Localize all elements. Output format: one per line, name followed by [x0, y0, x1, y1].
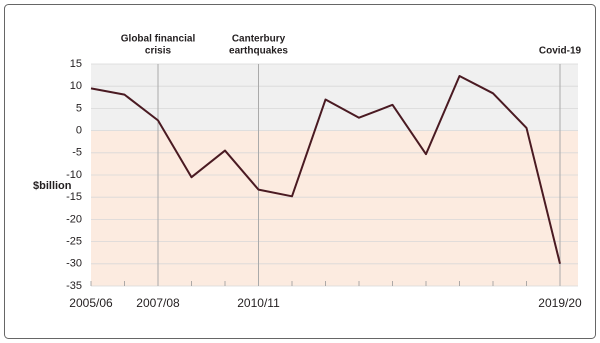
y-tick-label: -25: [66, 236, 82, 248]
x-tick-label: 2010/11: [237, 296, 280, 310]
annotation-text: crisis: [145, 46, 172, 57]
y-tick-label: 10: [70, 80, 82, 92]
x-tick-label: 2005/06: [69, 296, 113, 310]
shade-positive: [91, 64, 578, 131]
data-line: [90, 74, 561, 265]
y-axis-label: $billion: [33, 180, 72, 192]
annotation-text: Global financial: [121, 34, 196, 45]
annotation-text: earthquakes: [229, 46, 288, 57]
x-tick-label: 2007/08: [136, 296, 180, 310]
y-tick-label: -35: [66, 280, 82, 292]
annotation-text: Canterbury: [232, 34, 286, 45]
y-tick-label: 15: [70, 58, 82, 70]
y-tick-label: -15: [66, 191, 82, 203]
y-tick-label: 0: [76, 125, 82, 137]
y-tick-label: -30: [66, 258, 82, 270]
y-tick-label: -20: [66, 213, 82, 225]
x-tick-label: 2019/20: [538, 296, 582, 310]
y-tick-label: -5: [72, 147, 82, 159]
annotation-text: Covid-19: [539, 46, 582, 57]
y-tick-label: -10: [66, 169, 82, 181]
y-tick-label: 5: [76, 102, 82, 114]
shade-negative: [91, 130, 578, 286]
